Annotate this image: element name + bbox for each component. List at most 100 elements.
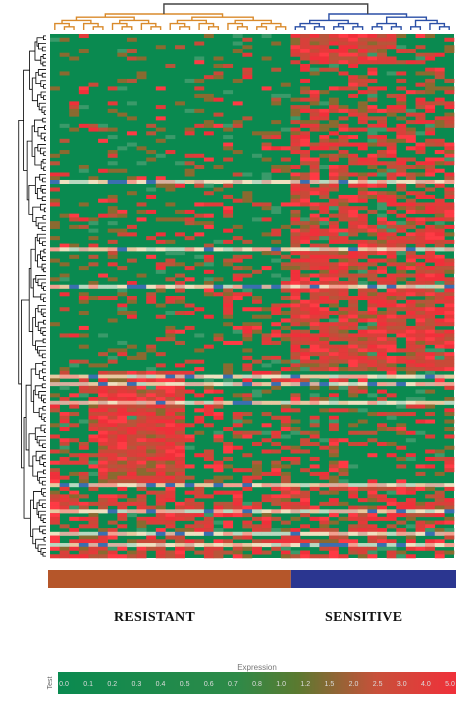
- heatmap-cell: [357, 213, 368, 218]
- heatmap-cell: [213, 404, 224, 409]
- dendrogram-branch: [40, 56, 44, 65]
- heatmap-cell: [252, 325, 262, 330]
- heatmap-cell: [271, 400, 282, 405]
- heatmap-cell: [184, 179, 195, 185]
- heatmap-cell: [155, 520, 166, 525]
- heatmap-cell: [136, 355, 147, 360]
- heatmap-cell: [88, 486, 99, 491]
- heatmap-cell: [203, 288, 214, 293]
- heatmap-cell: [136, 247, 147, 252]
- heatmap-cell: [386, 112, 397, 117]
- dendrogram-branch: [37, 544, 46, 552]
- heatmap-cell: [107, 108, 118, 113]
- heatmap-cell: [309, 352, 320, 357]
- heatmap-cell: [377, 116, 387, 121]
- heatmap-cell: [50, 468, 60, 473]
- heatmap-cell: [50, 382, 60, 387]
- heatmap-cell: [59, 415, 70, 420]
- heatmap-cell: [405, 209, 416, 214]
- heatmap-cell: [165, 520, 176, 525]
- heatmap-cell: [290, 535, 301, 540]
- dendrogram-branch: [179, 26, 191, 30]
- heatmap-cell: [415, 389, 426, 394]
- heatmap-cell: [434, 202, 445, 207]
- heatmap-cell: [386, 93, 397, 98]
- heatmap-cell: [338, 153, 349, 158]
- heatmap-cell: [338, 258, 349, 263]
- heatmap-cell: [338, 48, 349, 54]
- heatmap-cell: [252, 322, 262, 327]
- heatmap-cell: [338, 165, 349, 170]
- heatmap-cell: [309, 322, 320, 327]
- heatmap-cell: [117, 52, 128, 57]
- heatmap-cell: [405, 543, 416, 548]
- heatmap-cell: [88, 176, 99, 181]
- heatmap-cell: [396, 456, 407, 461]
- heatmap-cell: [59, 333, 70, 338]
- heatmap-cell: [175, 456, 185, 461]
- heatmap-cell: [357, 374, 368, 379]
- heatmap-cell: [271, 355, 282, 360]
- heatmap-cell: [126, 445, 137, 450]
- heatmap-cell: [367, 262, 378, 267]
- heatmap-cell: [78, 554, 89, 559]
- heatmap-cell: [434, 382, 445, 387]
- heatmap-cell: [184, 217, 195, 222]
- heatmap-cell: [261, 539, 272, 544]
- heatmap-cell: [184, 108, 195, 113]
- heatmap-cell: [290, 165, 301, 170]
- heatmap-cell: [117, 348, 128, 353]
- heatmap-cell: [405, 404, 416, 409]
- heatmap-cell: [300, 318, 311, 323]
- heatmap-cell: [223, 340, 234, 345]
- heatmap-cell: [98, 412, 109, 417]
- heatmap-cell: [425, 194, 436, 199]
- heatmap-cell: [271, 209, 282, 214]
- heatmap-cell: [107, 543, 118, 548]
- heatmap-cell: [203, 546, 214, 551]
- heatmap-cell: [338, 206, 349, 211]
- heatmap-cell: [444, 176, 455, 181]
- heatmap-cell: [88, 524, 99, 529]
- heatmap-cell: [328, 236, 339, 241]
- heatmap-cell: [367, 191, 378, 196]
- heatmap-cell: [175, 505, 185, 510]
- heatmap-cell: [232, 423, 243, 428]
- heatmap-cell: [203, 75, 214, 80]
- heatmap-cell: [261, 314, 272, 319]
- heatmap-cell: [242, 52, 253, 57]
- heatmap-cell: [300, 202, 311, 207]
- heatmap-cell: [300, 509, 311, 514]
- heatmap-cell: [319, 471, 330, 476]
- heatmap-cell: [175, 543, 185, 548]
- heatmap-cell: [357, 486, 368, 491]
- heatmap-cell: [444, 281, 455, 286]
- heatmap-cell: [280, 284, 291, 289]
- heatmap-cell: [357, 75, 368, 80]
- heatmap-cell: [98, 449, 109, 454]
- heatmap-cell: [386, 501, 397, 506]
- heatmap-cell: [146, 236, 157, 241]
- heatmap-cell: [223, 209, 234, 214]
- dendrogram-branch: [32, 528, 40, 545]
- heatmap-cell: [348, 254, 359, 259]
- heatmap-cell: [377, 224, 387, 229]
- heatmap-cell: [425, 251, 436, 256]
- heatmap-cell: [328, 449, 339, 454]
- heatmap-cell: [338, 483, 349, 488]
- heatmap-cell: [328, 528, 339, 533]
- heatmap-cell: [50, 284, 60, 289]
- heatmap-cell: [396, 202, 407, 207]
- heatmap-cell: [377, 400, 387, 405]
- heatmap-cell: [405, 524, 416, 529]
- heatmap-cell: [107, 161, 118, 166]
- heatmap-cell: [290, 543, 301, 548]
- heatmap-cell: [367, 258, 378, 263]
- heatmap-cell: [242, 45, 253, 50]
- heatmap-cell: [213, 277, 224, 282]
- heatmap-cell: [396, 483, 407, 488]
- heatmap-cell: [357, 198, 368, 203]
- heatmap-cell: [405, 505, 416, 510]
- heatmap-cell: [78, 292, 89, 297]
- heatmap-cell: [107, 385, 118, 390]
